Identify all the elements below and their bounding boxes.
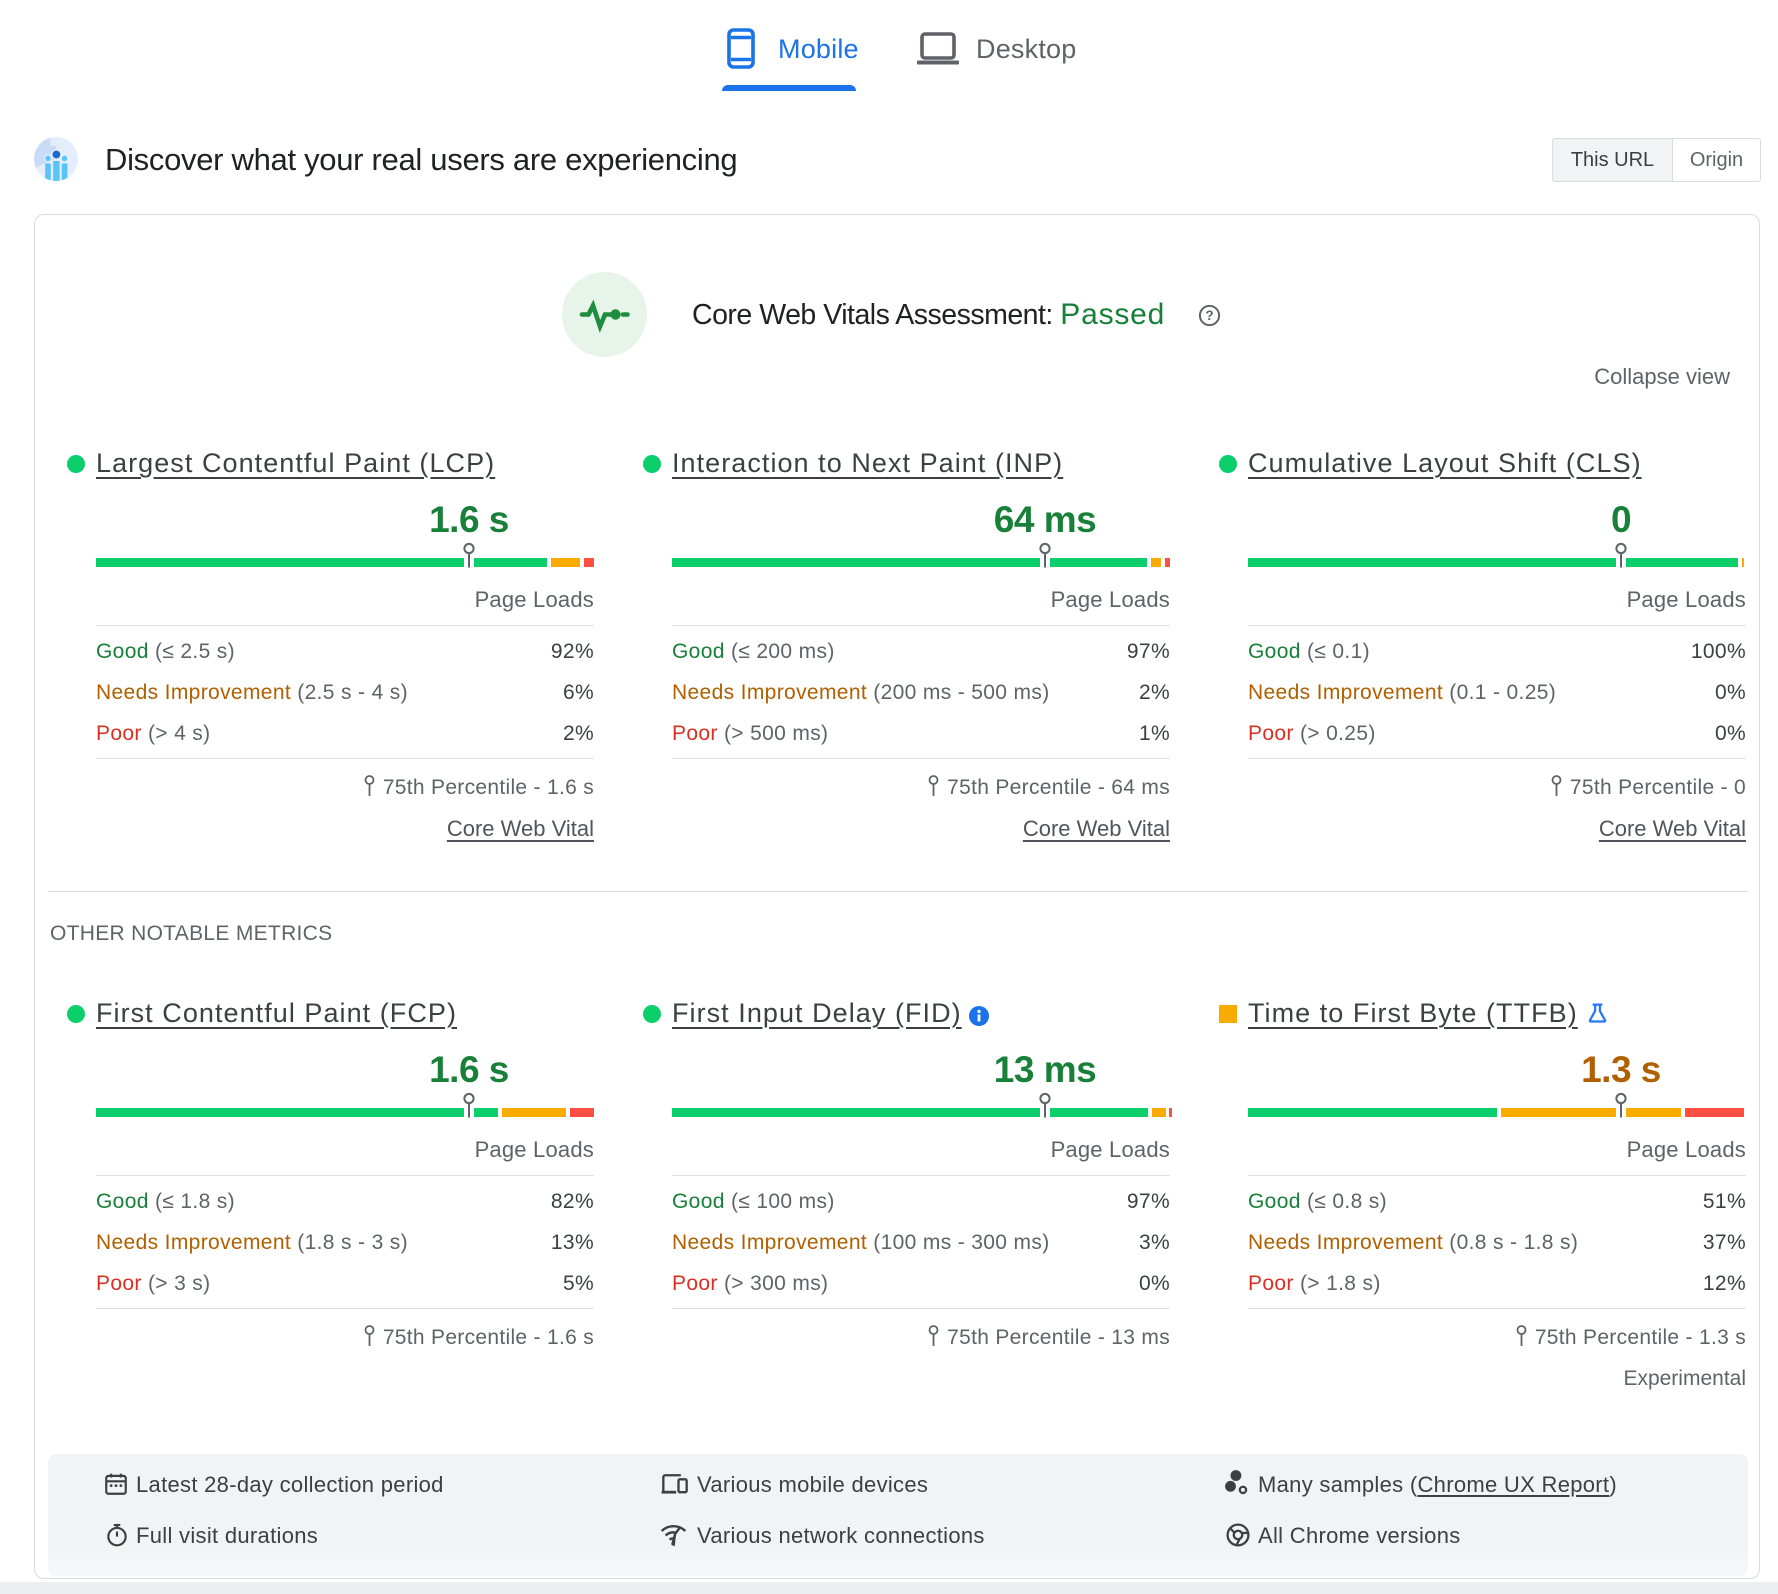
svg-text:?: ? <box>1205 308 1213 323</box>
